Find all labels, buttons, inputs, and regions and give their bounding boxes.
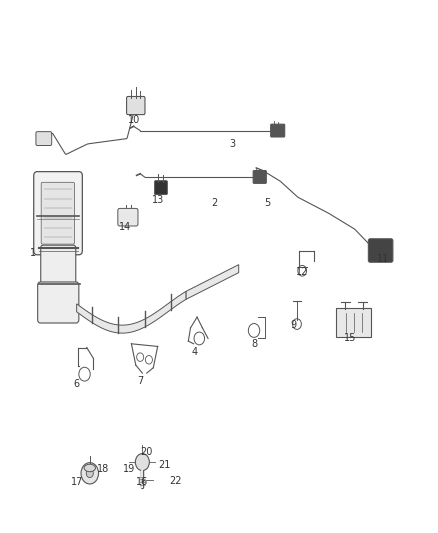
Text: 11: 11: [377, 254, 389, 263]
Text: 3: 3: [229, 139, 235, 149]
Text: 1: 1: [30, 248, 36, 258]
Text: 17: 17: [71, 478, 83, 487]
Ellipse shape: [84, 464, 95, 472]
Text: 19: 19: [123, 464, 135, 474]
Text: 18: 18: [97, 464, 109, 474]
Text: 13: 13: [152, 195, 164, 205]
FancyBboxPatch shape: [336, 308, 371, 337]
FancyBboxPatch shape: [41, 182, 74, 244]
FancyBboxPatch shape: [127, 96, 145, 115]
Text: 7: 7: [137, 376, 143, 386]
Circle shape: [135, 454, 149, 471]
FancyBboxPatch shape: [368, 239, 393, 262]
Text: 8: 8: [251, 339, 257, 349]
FancyBboxPatch shape: [271, 124, 285, 137]
Text: 15: 15: [344, 334, 357, 343]
Text: 4: 4: [192, 347, 198, 357]
FancyBboxPatch shape: [118, 208, 138, 226]
Text: 16: 16: [136, 478, 148, 487]
Text: 2: 2: [212, 198, 218, 207]
Circle shape: [86, 469, 93, 478]
FancyBboxPatch shape: [34, 172, 82, 255]
FancyBboxPatch shape: [253, 171, 266, 183]
Circle shape: [81, 463, 99, 484]
Text: 21: 21: [158, 460, 170, 470]
Text: 22: 22: [169, 477, 181, 486]
FancyBboxPatch shape: [36, 132, 52, 146]
Polygon shape: [186, 264, 239, 299]
Text: 5: 5: [264, 198, 270, 207]
FancyBboxPatch shape: [155, 181, 167, 195]
Text: 20: 20: [141, 447, 153, 457]
Text: 10: 10: [127, 115, 140, 125]
Text: 9: 9: [290, 320, 297, 330]
FancyBboxPatch shape: [38, 282, 79, 323]
Text: 12: 12: [296, 267, 308, 277]
Polygon shape: [77, 291, 186, 333]
FancyBboxPatch shape: [41, 245, 76, 290]
Text: 14: 14: [119, 222, 131, 231]
Text: 6: 6: [74, 379, 80, 389]
